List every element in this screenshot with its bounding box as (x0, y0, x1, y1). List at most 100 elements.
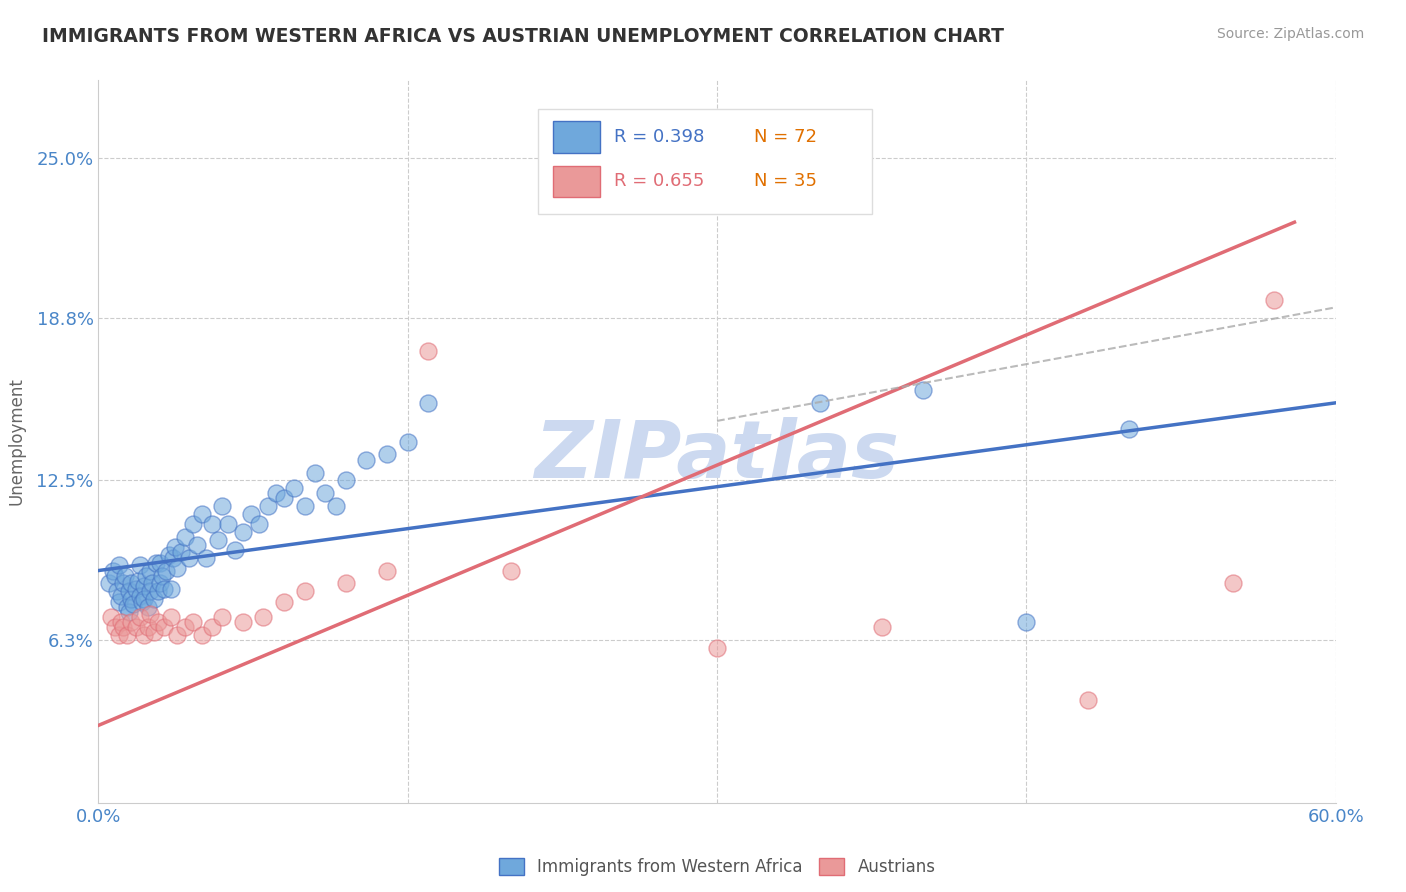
Text: Source: ZipAtlas.com: Source: ZipAtlas.com (1216, 27, 1364, 41)
Point (136, 599, 159, 614)
Point (120, 591, 142, 606)
Point (163, 541, 186, 555)
Point (108, 628, 131, 642)
Text: N = 72: N = 72 (754, 128, 817, 145)
Point (211, 499, 233, 513)
Point (104, 620, 127, 634)
Point (128, 558, 150, 573)
Point (159, 610, 181, 624)
Point (124, 620, 146, 634)
Point (294, 584, 316, 599)
Point (139, 607, 162, 622)
Text: ZIPatlas: ZIPatlas (534, 417, 900, 495)
Point (110, 615, 132, 630)
Point (112, 576, 135, 591)
Legend: Immigrants from Western Africa, Austrians: Immigrants from Western Africa, Austrian… (492, 851, 942, 882)
Point (127, 574, 149, 588)
Y-axis label: Unemployment: Unemployment (7, 377, 25, 506)
FancyBboxPatch shape (553, 120, 599, 153)
Point (273, 491, 295, 506)
Text: IMMIGRANTS FROM WESTERN AFRICA VS AUSTRIAN UNEMPLOYMENT CORRELATION CHART: IMMIGRANTS FROM WESTERN AFRICA VS AUSTRI… (42, 27, 1004, 45)
Point (418, 396, 440, 410)
Point (117, 628, 139, 642)
Point (162, 550, 184, 565)
Point (356, 452, 378, 467)
Point (418, 344, 440, 359)
Point (148, 615, 170, 630)
Point (283, 481, 305, 495)
Point (335, 576, 357, 591)
Point (294, 499, 316, 513)
Point (153, 582, 176, 596)
Point (139, 584, 162, 599)
Point (181, 615, 204, 630)
Point (145, 556, 167, 570)
Point (110, 590, 132, 604)
Point (314, 486, 336, 500)
Point (1077, 692, 1099, 706)
Point (122, 597, 145, 611)
Point (118, 605, 141, 619)
Point (201, 620, 224, 634)
Point (706, 640, 728, 655)
Point (108, 594, 131, 608)
Point (396, 434, 419, 449)
Point (181, 517, 204, 532)
Point (141, 576, 163, 591)
Point (179, 550, 201, 565)
Point (114, 568, 136, 582)
Point (499, 564, 522, 578)
Point (135, 568, 157, 582)
Point (1222, 576, 1244, 591)
Point (132, 591, 155, 606)
Point (224, 542, 246, 557)
Point (139, 564, 162, 578)
Point (155, 564, 177, 578)
Point (120, 576, 142, 591)
Point (159, 582, 181, 596)
Point (128, 590, 150, 604)
FancyBboxPatch shape (537, 109, 872, 214)
Point (174, 620, 197, 634)
Point (247, 517, 270, 532)
Text: R = 0.398: R = 0.398 (614, 128, 704, 145)
Point (101, 564, 124, 578)
Point (808, 396, 831, 410)
Point (1118, 422, 1140, 436)
Point (273, 594, 295, 608)
Point (149, 556, 172, 570)
Point (117, 599, 139, 614)
Point (870, 620, 893, 634)
Point (97, 576, 120, 591)
Point (232, 615, 254, 630)
Point (207, 533, 229, 547)
Point (325, 499, 347, 513)
Point (166, 628, 188, 642)
Point (131, 594, 153, 608)
Point (186, 538, 208, 552)
Point (194, 550, 217, 565)
Point (108, 558, 131, 573)
Point (105, 584, 128, 599)
Point (211, 610, 233, 624)
Point (190, 507, 212, 521)
Point (136, 620, 159, 634)
Point (174, 530, 197, 544)
Text: R = 0.655: R = 0.655 (614, 172, 704, 190)
Point (304, 466, 326, 480)
Point (143, 591, 166, 606)
Point (112, 620, 135, 634)
Point (1263, 293, 1285, 307)
Point (104, 568, 127, 582)
Point (375, 564, 398, 578)
Point (190, 628, 212, 642)
Point (150, 568, 173, 582)
FancyBboxPatch shape (553, 166, 599, 197)
Point (264, 486, 287, 500)
Point (132, 628, 155, 642)
Point (100, 610, 122, 624)
Point (118, 584, 141, 599)
Point (128, 610, 150, 624)
Point (252, 610, 274, 624)
Point (153, 620, 176, 634)
